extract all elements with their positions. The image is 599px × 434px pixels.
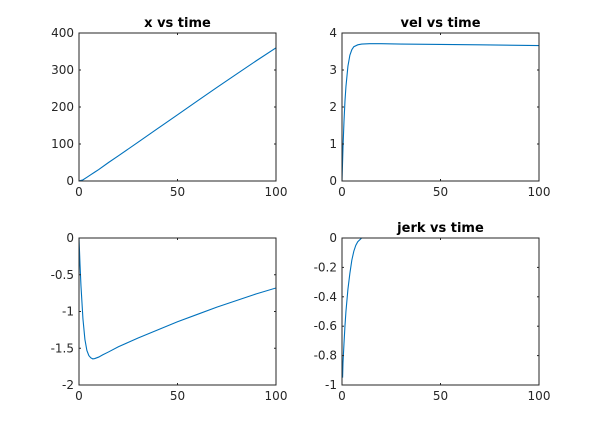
x-tick-label: 0 [75, 185, 83, 199]
y-tick-label: 0 [66, 231, 74, 245]
y-tick-label: 4 [329, 26, 337, 40]
axes-frame [341, 32, 540, 182]
y-tick-label: -0.4 [314, 290, 337, 304]
subplot-title: jerk vs time [396, 221, 484, 236]
y-tick-label: -1 [325, 378, 337, 392]
axes-frame [78, 237, 277, 386]
y-tick-label: 0 [329, 174, 337, 188]
x-tick-label: 0 [338, 185, 346, 199]
y-tick-label: -0.2 [314, 260, 337, 274]
y-tick-label: -0.6 [314, 319, 337, 333]
y-tick-label: 100 [51, 137, 74, 151]
subplot-jerk-vs-time: jerk vs time 0 50 100 -1 -0.8 -0.6 -0.4 -0.2 0 [314, 221, 551, 403]
axes-frame [341, 237, 540, 386]
series-line [342, 43, 539, 181]
x-tick-label: 0 [75, 389, 83, 403]
x-tick-label: 0 [338, 389, 346, 403]
subplot-vel-vs-time: vel vs time 0 50 100 0 1 2 3 4 [329, 16, 550, 199]
y-tick-label: 2 [329, 100, 337, 114]
subplot-x-vs-time: x vs time 0 50 100 0 100 200 300 400 [51, 16, 287, 199]
x-tick-label: 100 [528, 389, 551, 403]
series-line [342, 238, 539, 378]
y-tick-label: -0.8 [314, 349, 337, 363]
y-tick-label: 0 [66, 174, 74, 188]
y-tick-label: 3 [329, 63, 337, 77]
y-tick-label: -0.5 [51, 268, 74, 282]
subplot-title: vel vs time [400, 16, 480, 31]
series-line [79, 238, 276, 360]
x-tick-label: 50 [433, 185, 448, 199]
y-tick-label: -1 [62, 305, 74, 319]
y-tick-label: -1.5 [51, 341, 74, 355]
subplot-title: x vs time [144, 16, 211, 31]
y-tick-label: -2 [62, 378, 74, 392]
x-tick-label: 50 [433, 389, 448, 403]
x-tick-label: 100 [265, 389, 288, 403]
series-line [79, 47, 276, 181]
x-tick-label: 50 [170, 389, 185, 403]
y-tick-label: 0 [329, 231, 337, 245]
y-tick-label: 200 [51, 100, 74, 114]
x-tick-label: 100 [528, 185, 551, 199]
axes-frame [78, 32, 277, 182]
x-tick-label: 50 [170, 185, 185, 199]
subplot-bottom-left: 0 50 100 -2 -1.5 -1 -0.5 0 [51, 231, 288, 403]
y-tick-label: 300 [51, 63, 74, 77]
x-tick-label: 100 [265, 185, 288, 199]
y-tick-label: 1 [329, 137, 337, 151]
y-tick-label: 400 [51, 26, 74, 40]
